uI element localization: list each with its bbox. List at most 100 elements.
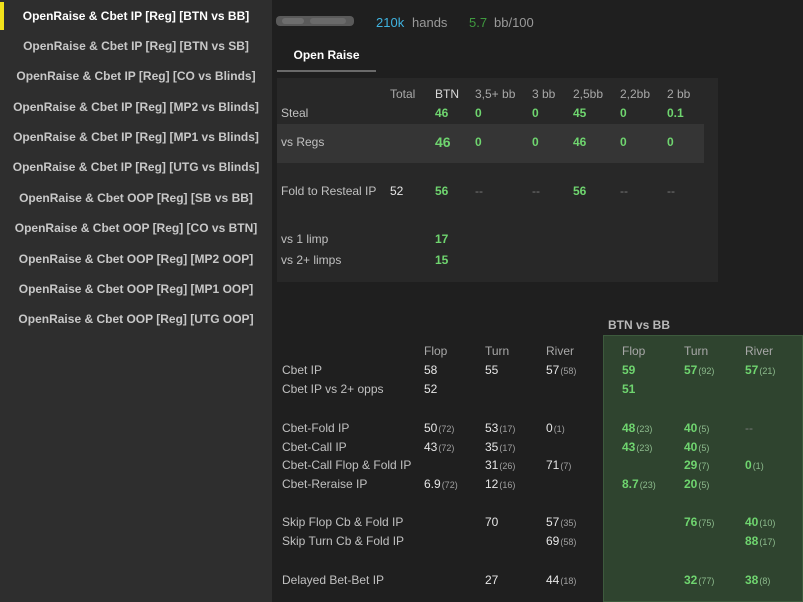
- cbet-col-header: River: [745, 344, 774, 358]
- sidebar-item-co-vs-btn[interactable]: OpenRaise & Cbet OOP [Reg] [CO vs BTN]: [14, 221, 258, 235]
- cbet-cell: 31(26): [485, 458, 515, 472]
- cbet-row-label: Cbet-Reraise IP: [282, 477, 368, 491]
- cbet-cell: 57(92): [684, 363, 714, 377]
- cbet-sample-size: (7): [560, 461, 572, 471]
- cbet-sample-size: (16): [499, 480, 516, 490]
- open-raise-cell: 0.1: [667, 106, 684, 120]
- cbet-cell: 35(17): [485, 440, 515, 454]
- open-raise-row-label: vs Regs: [281, 135, 325, 149]
- cbet-value: 40: [684, 421, 698, 435]
- cbet-cell: 76(75): [684, 515, 714, 529]
- sidebar-item-btn-vs-sb[interactable]: OpenRaise & Cbet IP [Reg] [BTN vs SB]: [23, 39, 249, 53]
- cbet-sample-size: (8): [759, 576, 771, 586]
- active-item-indicator: [0, 2, 4, 30]
- cbet-row-label: Cbet-Fold IP: [282, 421, 350, 435]
- tab-open-raise[interactable]: Open Raise: [293, 48, 360, 62]
- sidebar-item-mp2-oop[interactable]: OpenRaise & Cbet OOP [Reg] [MP2 OOP]: [18, 252, 254, 266]
- cbet-value: 38: [745, 573, 759, 587]
- open-raise-col-header: BTN: [435, 87, 459, 101]
- sidebar-item-mp2-vs-blinds[interactable]: OpenRaise & Cbet IP [Reg] [MP2 vs Blinds…: [13, 100, 259, 114]
- cbet-sample-size: (23): [639, 480, 656, 490]
- cbet-cell: 27: [485, 573, 498, 587]
- cbet-value: 27: [485, 573, 499, 587]
- open-raise-cell: 56: [435, 184, 449, 198]
- cbet-sample-size: (5): [698, 424, 710, 434]
- open-raise-cell: 52: [390, 184, 404, 198]
- cbet-col-header: River: [546, 344, 575, 358]
- cbet-value: 0: [546, 421, 553, 435]
- open-raise-col-header: 3 bb: [532, 87, 556, 101]
- cbet-sample-size: (75): [698, 518, 715, 528]
- cbet-col-header: Flop: [622, 344, 646, 358]
- cbet-sample-size: (35): [560, 518, 577, 528]
- cbet-value: 58: [424, 363, 438, 377]
- cbet-cell: 52: [424, 382, 437, 396]
- cbet-sample-size: (23): [636, 424, 653, 434]
- cbet-col-header: Turn: [485, 344, 510, 358]
- cbet-sample-size: (72): [438, 424, 455, 434]
- cbet-cell: 55: [485, 363, 498, 377]
- cbet-sample-size: (26): [499, 461, 516, 471]
- cbet-cell: 70: [485, 515, 498, 529]
- cbet-sample-size: (5): [698, 443, 710, 453]
- sidebar: OpenRaise & Cbet IP [Reg] [BTN vs BB] Op…: [0, 0, 272, 602]
- cbet-cell: 40(5): [684, 421, 709, 435]
- cbet-value: 43: [622, 440, 636, 454]
- cbet-sample-size: (72): [441, 480, 458, 490]
- open-raise-cell: 0: [475, 106, 482, 120]
- cbet-cell: 38(8): [745, 573, 770, 587]
- cbet-cell: --: [745, 421, 753, 435]
- cbet-value: 35: [485, 440, 499, 454]
- cbet-value: 44: [546, 573, 560, 587]
- open-raise-cell: 56: [573, 184, 587, 198]
- btn-vs-bb-panel: [603, 335, 803, 602]
- cbet-value: 52: [424, 382, 438, 396]
- cbet-sample-size: (23): [636, 443, 653, 453]
- cbet-cell: 59: [622, 363, 635, 377]
- open-raise-col-header: 2,2bb: [620, 87, 651, 101]
- cbet-sample-size: (77): [698, 576, 715, 586]
- cbet-sample-size: (58): [560, 366, 577, 376]
- open-raise-row-label: vs 1 limp: [281, 232, 329, 246]
- cbet-value: 53: [485, 421, 499, 435]
- sidebar-item-mp1-oop[interactable]: OpenRaise & Cbet OOP [Reg] [MP1 OOP]: [18, 282, 254, 296]
- cbet-cell: 6.9(72): [424, 477, 458, 491]
- cbet-cell: 50(72): [424, 421, 454, 435]
- open-raise-cell: 46: [435, 106, 449, 120]
- cbet-cell: 57(21): [745, 363, 775, 377]
- cbet-row-label: Cbet-Call Flop & Fold IP: [282, 458, 412, 472]
- cbet-row-label: Cbet IP: [282, 363, 323, 377]
- cbet-sample-size: (21): [759, 366, 776, 376]
- hands-count: 210k: [376, 15, 405, 30]
- open-raise-cell: 0: [475, 135, 482, 149]
- sidebar-item-sb-vs-bb[interactable]: OpenRaise & Cbet OOP [Reg] [SB vs BB]: [19, 191, 253, 205]
- cbet-sample-size: (10): [759, 518, 776, 528]
- sidebar-item-utg-oop[interactable]: OpenRaise & Cbet OOP [Reg] [UTG OOP]: [18, 312, 254, 326]
- open-raise-cell: --: [620, 184, 628, 198]
- cbet-cell: 44(18): [546, 573, 576, 587]
- sidebar-item-utg-vs-blinds[interactable]: OpenRaise & Cbet IP [Reg] [UTG vs Blinds…: [12, 160, 260, 174]
- cbet-row-label: Delayed Bet-Bet IP: [282, 573, 385, 587]
- sidebar-item-btn-vs-bb[interactable]: OpenRaise & Cbet IP [Reg] [BTN vs BB]: [22, 9, 250, 23]
- sidebar-item-co-vs-blinds[interactable]: OpenRaise & Cbet IP [Reg] [CO vs Blinds]: [16, 69, 256, 83]
- cbet-value: 43: [424, 440, 438, 454]
- open-raise-col-header: 3,5+ bb: [475, 87, 516, 101]
- open-raise-col-header: Total: [390, 87, 416, 101]
- sidebar-item-mp1-vs-blinds[interactable]: OpenRaise & Cbet IP [Reg] [MP1 vs Blinds…: [13, 130, 259, 144]
- bb100-value: 5.7: [469, 15, 488, 30]
- open-raise-cell: 0: [620, 106, 627, 120]
- cbet-sample-size: (5): [698, 480, 710, 490]
- cbet-cell: 43(72): [424, 440, 454, 454]
- open-raise-col-header: 2,5bb: [573, 87, 604, 101]
- vs-regs-highlight-row: [277, 124, 704, 163]
- open-raise-cell: --: [475, 184, 483, 198]
- cbet-value: 88: [745, 534, 759, 548]
- player-name-blurred: [276, 16, 354, 26]
- cbet-value: 29: [684, 458, 698, 472]
- open-raise-row-label: Steal: [281, 106, 309, 120]
- cbet-cell: 57(35): [546, 515, 576, 529]
- open-raise-col-header: 2 bb: [667, 87, 691, 101]
- cbet-col-header: Flop: [424, 344, 448, 358]
- open-raise-cell: 0: [532, 106, 539, 120]
- cbet-value: --: [745, 421, 753, 435]
